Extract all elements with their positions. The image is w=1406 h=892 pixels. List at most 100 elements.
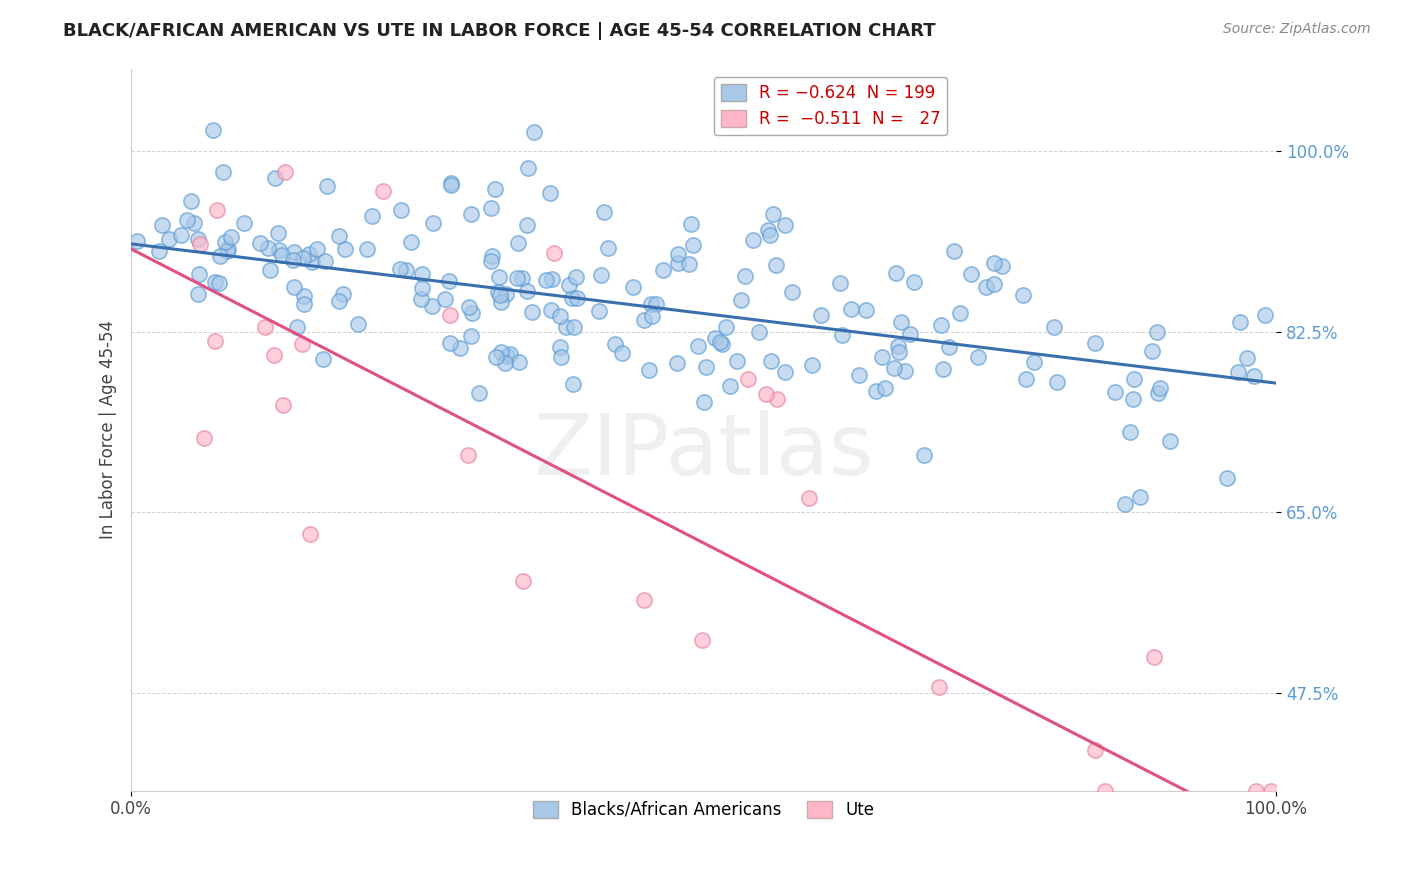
- Point: [267, 243, 290, 257]
- Point: [637, 363, 659, 377]
- Point: [641, 309, 664, 323]
- Point: [640, 297, 662, 311]
- Point: [217, 242, 239, 256]
- Point: [411, 281, 433, 295]
- Point: [389, 262, 412, 277]
- Point: [267, 226, 290, 240]
- Point: [1246, 783, 1268, 797]
- Point: [259, 263, 281, 277]
- Point: [983, 256, 1005, 270]
- Point: [780, 285, 803, 300]
- Point: [437, 274, 460, 288]
- Point: [283, 244, 305, 259]
- Point: [1043, 320, 1066, 334]
- Point: [208, 276, 231, 290]
- Point: [270, 248, 292, 262]
- Point: [440, 178, 463, 192]
- Point: [873, 381, 896, 395]
- Point: [299, 526, 322, 541]
- Point: [449, 341, 471, 355]
- Point: [292, 251, 315, 265]
- Point: [567, 291, 589, 305]
- Point: [1094, 783, 1116, 797]
- Point: [810, 309, 832, 323]
- Point: [439, 308, 461, 322]
- Point: [201, 123, 224, 137]
- Point: [193, 431, 215, 445]
- Point: [209, 249, 232, 263]
- Point: [1128, 490, 1150, 504]
- Point: [666, 247, 689, 261]
- Point: [460, 329, 482, 343]
- Point: [800, 358, 823, 372]
- Point: [298, 247, 321, 261]
- Point: [1236, 351, 1258, 366]
- Point: [742, 233, 765, 247]
- Point: [439, 176, 461, 190]
- Point: [291, 336, 314, 351]
- Point: [249, 235, 271, 250]
- Point: [512, 574, 534, 588]
- Point: [219, 230, 242, 244]
- Point: [966, 351, 988, 365]
- Point: [1084, 336, 1107, 351]
- Point: [633, 312, 655, 326]
- Point: [256, 241, 278, 255]
- Point: [399, 235, 422, 250]
- Point: [1227, 365, 1250, 379]
- Point: [942, 244, 965, 258]
- Point: [170, 227, 193, 242]
- Point: [508, 355, 530, 369]
- Point: [494, 356, 516, 370]
- Point: [479, 202, 502, 216]
- Point: [1119, 425, 1142, 440]
- Point: [991, 260, 1014, 274]
- Point: [510, 271, 533, 285]
- Point: [150, 219, 173, 233]
- Point: [548, 340, 571, 354]
- Point: [748, 325, 770, 339]
- Point: [633, 593, 655, 607]
- Point: [890, 315, 912, 329]
- Text: ZIPatlas: ZIPatlas: [533, 409, 875, 492]
- Point: [371, 184, 394, 198]
- Point: [305, 243, 328, 257]
- Point: [312, 351, 335, 366]
- Point: [517, 161, 540, 175]
- Point: [1142, 343, 1164, 358]
- Point: [488, 270, 510, 285]
- Point: [127, 234, 149, 248]
- Point: [679, 217, 702, 231]
- Point: [287, 319, 309, 334]
- Point: [1143, 649, 1166, 664]
- Point: [205, 202, 228, 217]
- Point: [263, 171, 285, 186]
- Point: [439, 336, 461, 351]
- Point: [506, 270, 529, 285]
- Point: [550, 350, 572, 364]
- Point: [1146, 325, 1168, 339]
- Point: [828, 276, 851, 290]
- Point: [775, 365, 797, 379]
- Point: [183, 216, 205, 230]
- Point: [883, 360, 905, 375]
- Point: [538, 186, 561, 200]
- Point: [460, 207, 482, 221]
- Point: [180, 194, 202, 208]
- Point: [534, 273, 557, 287]
- Point: [484, 181, 506, 195]
- Point: [884, 266, 907, 280]
- Point: [460, 306, 482, 320]
- Point: [558, 278, 581, 293]
- Point: [610, 345, 633, 359]
- Legend: Blacks/African Americans, Ute: Blacks/African Americans, Ute: [526, 794, 882, 826]
- Point: [887, 339, 910, 353]
- Point: [409, 293, 432, 307]
- Point: [328, 229, 350, 244]
- Point: [214, 235, 236, 250]
- Point: [912, 448, 935, 462]
- Point: [1254, 308, 1277, 322]
- Point: [704, 331, 727, 345]
- Point: [593, 205, 616, 219]
- Point: [929, 318, 952, 333]
